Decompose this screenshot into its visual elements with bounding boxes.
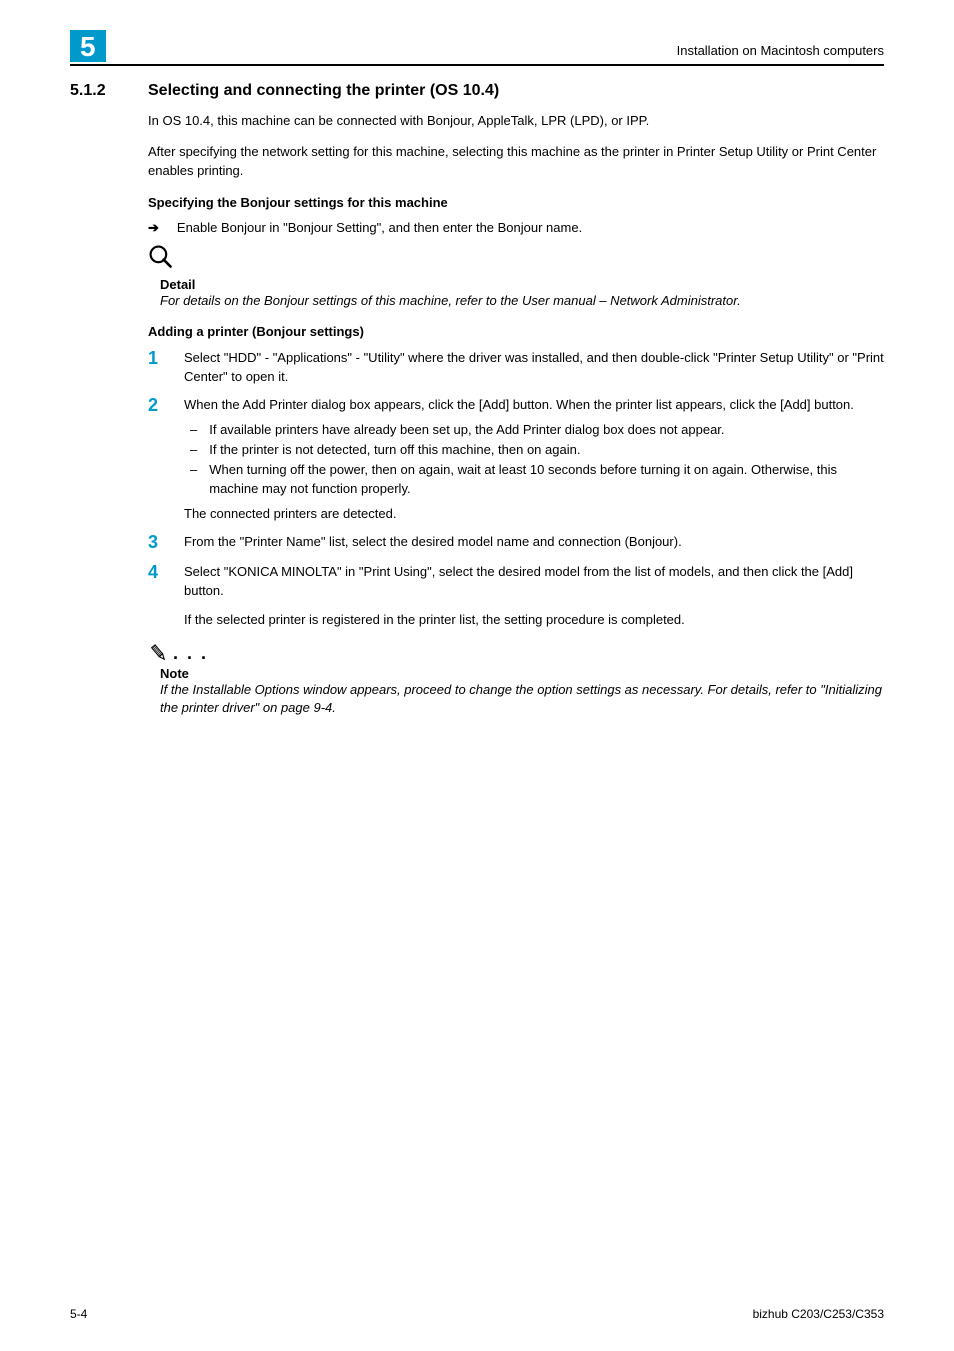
bonjour-arrow-text: Enable Bonjour in "Bonjour Setting", and… — [177, 220, 582, 236]
step-body: Select "KONICA MINOLTA" in "Print Using"… — [184, 563, 884, 601]
detail-label: Detail — [160, 277, 884, 292]
sublist-text: If available printers have already been … — [209, 421, 724, 440]
step-number: 3 — [148, 533, 166, 553]
detail-text: For details on the Bonjour settings of t… — [160, 292, 884, 310]
note-dots: . . . — [173, 644, 208, 664]
dash-icon: – — [190, 461, 197, 499]
magnifier-icon — [148, 244, 174, 270]
step-body-text: When the Add Printer dialog box appears,… — [184, 397, 854, 412]
header-right-text: Installation on Macintosh computers — [677, 43, 884, 58]
intro-para-1: In OS 10.4, this machine can be connecte… — [148, 112, 884, 131]
step-number: 1 — [148, 349, 166, 387]
step-row: 2 When the Add Printer dialog box appear… — [148, 396, 884, 523]
chapter-number-box: 5 — [70, 30, 106, 62]
step-row: 3 From the "Printer Name" list, select t… — [148, 533, 884, 553]
step-sublist: – If available printers have already bee… — [184, 421, 884, 498]
sublist-item: – When turning off the power, then on ag… — [184, 461, 884, 499]
chapter-number: 5 — [80, 33, 96, 61]
step-body: From the "Printer Name" list, select the… — [184, 533, 884, 553]
footer-page-number: 5-4 — [70, 1307, 87, 1321]
note-text: If the Installable Options window appear… — [160, 681, 884, 717]
sublist-text: When turning off the power, then on agai… — [209, 461, 884, 499]
pencil-icon — [148, 642, 170, 664]
step-row: 4 Select "KONICA MINOLTA" in "Print Usin… — [148, 563, 884, 601]
arrow-icon: ➔ — [148, 220, 159, 236]
note-icon-wrap: . . . — [148, 642, 884, 664]
bonjour-heading: Specifying the Bonjour settings for this… — [148, 195, 884, 210]
detail-icon-wrap — [148, 244, 884, 275]
bonjour-arrow-row: ➔ Enable Bonjour in "Bonjour Setting", a… — [148, 220, 884, 236]
dash-icon: – — [190, 421, 197, 440]
section-heading: 5.1.2 Selecting and connecting the print… — [70, 82, 884, 100]
step-row: 1 Select "HDD" - "Applications" - "Utili… — [148, 349, 884, 387]
section-title: Selecting and connecting the printer (OS… — [148, 82, 499, 100]
page-header: 5 Installation on Macintosh computers — [70, 30, 884, 66]
footer-model: bizhub C203/C253/C353 — [753, 1307, 884, 1321]
sublist-text: If the printer is not detected, turn off… — [209, 441, 580, 460]
adding-heading: Adding a printer (Bonjour settings) — [148, 324, 884, 339]
step-after-text: The connected printers are detected. — [184, 505, 884, 524]
step-follow-text: If the selected printer is registered in… — [184, 611, 884, 630]
section-number: 5.1.2 — [70, 82, 124, 100]
page-footer: 5-4 bizhub C203/C253/C353 — [70, 1307, 884, 1321]
dash-icon: – — [190, 441, 197, 460]
intro-para-2: After specifying the network setting for… — [148, 143, 884, 181]
sublist-item: – If available printers have already bee… — [184, 421, 884, 440]
note-label: Note — [160, 666, 884, 681]
step-number: 2 — [148, 396, 166, 523]
step-body: When the Add Printer dialog box appears,… — [184, 396, 884, 523]
step-number: 4 — [148, 563, 166, 601]
sublist-item: – If the printer is not detected, turn o… — [184, 441, 884, 460]
step-body: Select "HDD" - "Applications" - "Utility… — [184, 349, 884, 387]
content-area: In OS 10.4, this machine can be connecte… — [148, 112, 884, 717]
